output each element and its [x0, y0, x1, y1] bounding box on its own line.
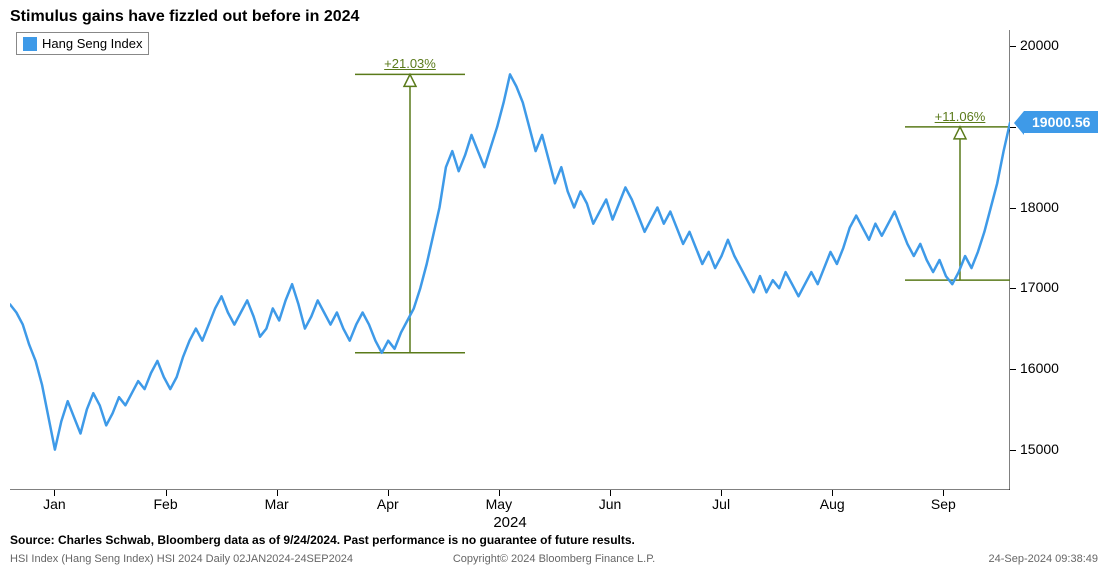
y-tick-label: 17000: [1020, 279, 1059, 295]
plot-area: [10, 30, 1010, 490]
footer-right: 24-Sep-2024 09:38:49: [989, 553, 1098, 565]
y-tick-label: 20000: [1020, 37, 1059, 53]
x-tick-label: Mar: [265, 496, 289, 512]
annotation-label: +11.06%: [935, 109, 986, 124]
x-tick-label: Feb: [153, 496, 177, 512]
y-tick-mark: [1010, 450, 1016, 451]
footer-center: Copyright© 2024 Bloomberg Finance L.P.: [453, 553, 655, 565]
x-tick-label: Jun: [599, 496, 622, 512]
x-tick-label: Aug: [820, 496, 845, 512]
x-tick-label: Jul: [712, 496, 730, 512]
last-price-value: 19000.56: [1032, 114, 1090, 130]
annotation-label: +21.03%: [384, 56, 436, 71]
y-tick-mark: [1010, 208, 1016, 209]
last-price-flag: 19000.56: [1024, 111, 1098, 133]
footer-left: HSI Index (Hang Seng Index) HSI 2024 Dai…: [10, 553, 353, 565]
footer-source: Source: Charles Schwab, Bloomberg data a…: [10, 533, 635, 547]
x-tick-label: May: [486, 496, 512, 512]
chart-svg: [10, 30, 1010, 490]
x-tick-label: Sep: [931, 496, 956, 512]
chart-title: Stimulus gains have fizzled out before i…: [10, 8, 359, 26]
y-tick-label: 18000: [1020, 199, 1059, 215]
y-tick-label: 16000: [1020, 360, 1059, 376]
x-tick-label: Apr: [377, 496, 399, 512]
chart-container: Stimulus gains have fizzled out before i…: [0, 0, 1108, 573]
y-tick-mark: [1010, 288, 1016, 289]
x-year-label: 2024: [493, 514, 526, 531]
y-tick-mark: [1010, 46, 1016, 47]
y-tick-mark: [1010, 369, 1016, 370]
x-tick-label: Jan: [43, 496, 66, 512]
y-tick-label: 15000: [1020, 441, 1059, 457]
